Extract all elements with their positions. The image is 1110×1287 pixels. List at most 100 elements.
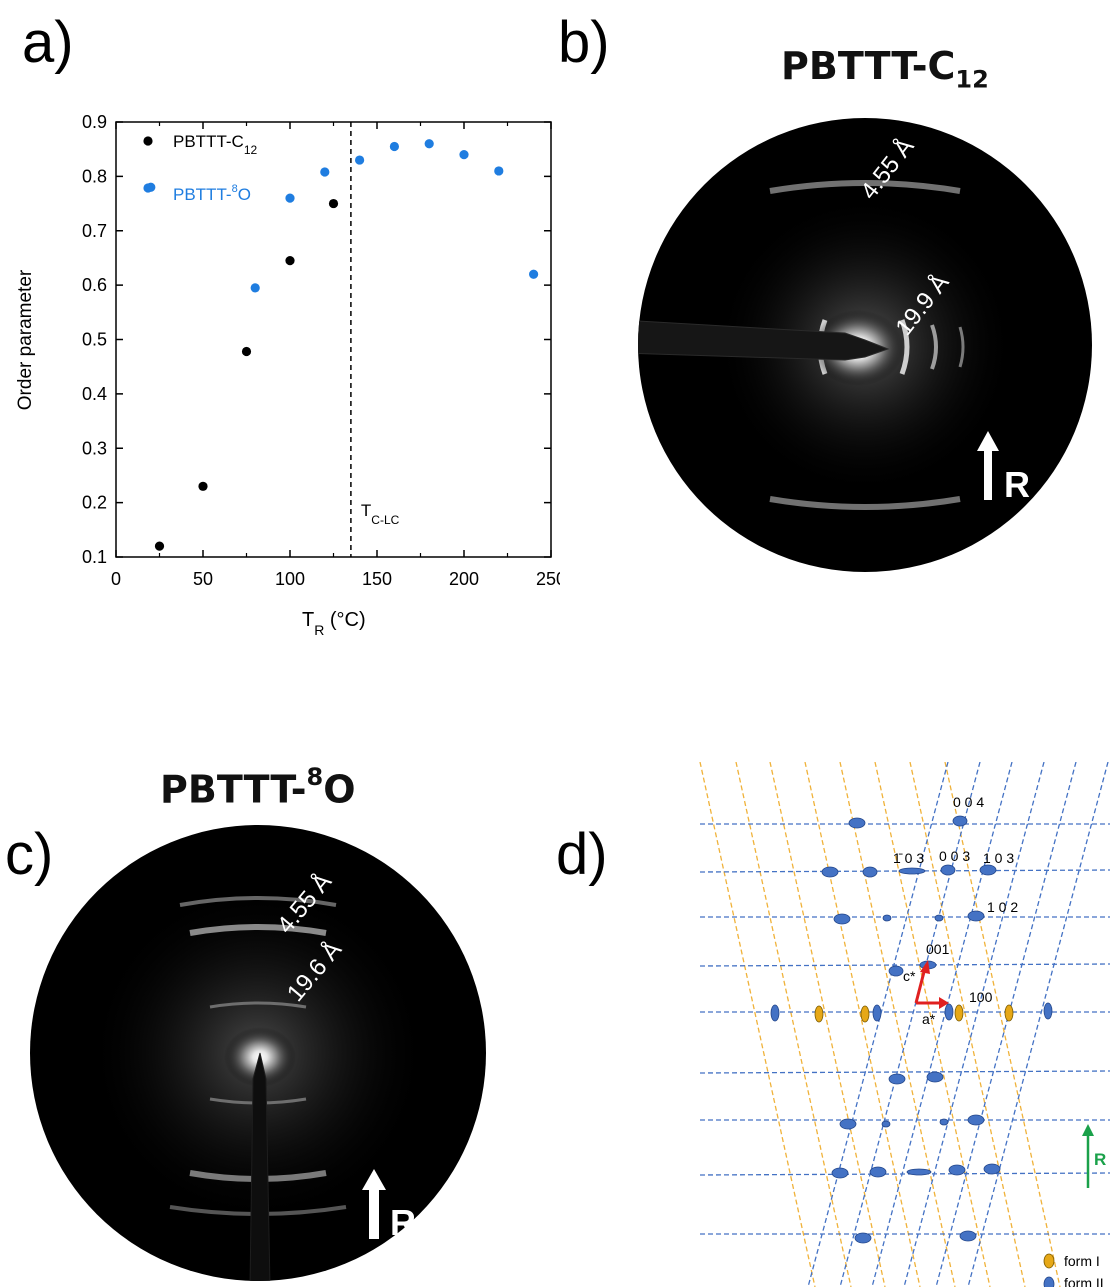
x-tick-label: 250 — [536, 569, 560, 589]
panel-a-letter: a) — [22, 10, 74, 75]
legend-label-c12: PBTTT-C12 — [173, 132, 258, 157]
data-point-8o — [355, 155, 365, 165]
x-tick-label: 200 — [449, 569, 479, 589]
data-point-c12 — [285, 256, 295, 266]
label-100: 100 — [969, 989, 993, 1005]
reflection-spots — [770, 815, 1053, 1244]
order-parameter-chart: 0 50 100 150 200 250 0.1 0.2 0.3 0.4 0.5 0.6 0.7 0.8… — [15, 112, 560, 638]
beamstop-c — [249, 1052, 271, 1281]
data-point-8o — [320, 167, 330, 177]
diffraction-pattern-8o: 4.55 Å 19.6 Å R — [30, 825, 486, 1281]
legend-marker-c12 — [143, 136, 153, 146]
form-II-spot — [854, 1232, 872, 1244]
label-m103: 1̄ 0 3 — [893, 850, 924, 866]
form-I-spot — [814, 1005, 824, 1023]
form-II-spot — [831, 1167, 849, 1179]
form-II-spot — [906, 1168, 932, 1176]
form-II-spot — [934, 914, 944, 922]
y-axis-label: Order parameter — [15, 269, 36, 410]
form-II-line — [871, 762, 1013, 1287]
form-I-line — [769, 762, 886, 1287]
panel-b-letter: b) — [558, 10, 610, 75]
label-103: 1 0 3 — [983, 850, 1014, 866]
x-tick-label: 100 — [275, 569, 305, 589]
form-II-spot — [848, 817, 866, 829]
form-II-spot — [983, 1163, 1001, 1175]
label-102: 1 0 2 — [987, 899, 1018, 915]
data-point-8o — [529, 269, 539, 279]
x-axis-ticks: 0 50 100 150 200 250 — [111, 122, 560, 589]
form-I-lattice-lines — [699, 762, 1061, 1287]
form-II-spot — [926, 1071, 944, 1083]
svg-text:R: R — [1004, 464, 1030, 505]
legend-label-form-II: form II — [1064, 1275, 1104, 1287]
reflection-arc-right-2 — [930, 324, 938, 370]
form-II-spot — [967, 1114, 985, 1126]
form-II-spot — [939, 1118, 949, 1126]
form-II-spot — [898, 867, 926, 875]
svg-text:R: R — [1094, 1150, 1106, 1169]
form-I-line — [909, 762, 1026, 1287]
data-point-8o — [389, 141, 399, 152]
y-axis-ticks: 0.1 0.2 0.3 0.4 0.5 0.6 0.7 0.8 0.9 — [82, 112, 551, 567]
form-II-spot — [821, 866, 839, 878]
form-I-line — [874, 762, 991, 1287]
svg-text:R: R — [390, 1202, 416, 1243]
form-I-line — [839, 762, 956, 1287]
label-003: 0 0 3 — [939, 848, 970, 864]
form-II-spot — [882, 914, 892, 922]
x-tick-label: 50 — [193, 569, 213, 589]
form-I-spot — [860, 1005, 870, 1023]
panel-b-title: PBTTT-C12 — [781, 44, 989, 94]
form-II-spot — [940, 864, 956, 876]
data-point-8o — [424, 139, 434, 149]
y-tick-label: 0.7 — [82, 221, 107, 241]
data-point-c12 — [154, 541, 165, 551]
data-point-c12 — [241, 346, 252, 357]
panel-c-title: PBTTT-8O — [160, 763, 356, 812]
y-tick-label: 0.3 — [82, 438, 107, 458]
y-tick-label: 0.6 — [82, 275, 107, 295]
legend-marker-form-II — [1043, 1276, 1055, 1287]
layer-lines — [699, 823, 1110, 1235]
form-II-spot — [872, 1004, 882, 1022]
form-II-spot — [881, 1120, 891, 1128]
y-tick-label: 0.4 — [82, 384, 107, 404]
label-c-star: c* — [903, 968, 916, 984]
form-I-spot — [954, 1004, 964, 1022]
form-II-spot — [770, 1004, 780, 1022]
reciprocal-vectors — [914, 960, 949, 1009]
form-II-spot — [944, 1003, 954, 1021]
form-II-spot — [1043, 1002, 1053, 1020]
reflection-arc-top-c — [189, 924, 327, 936]
data-point-c12 — [328, 198, 339, 209]
reflection-arc-right-3 — [958, 326, 965, 368]
x-axis-label: TR (°C) — [302, 609, 366, 638]
form-I-line — [804, 762, 921, 1287]
data-point-c12 — [198, 481, 208, 491]
layer-line — [699, 963, 1110, 967]
legend-label-form-I: form I — [1064, 1253, 1100, 1269]
form-I-line — [944, 762, 1061, 1287]
data-points — [146, 139, 539, 551]
rubbing-direction-arrow-c: R — [362, 1169, 416, 1243]
reciprocal-lattice-diagram: c* a* 0 0 4 1̄ 0 3 0 0 3 1 0 3 1 0 2 001… — [699, 762, 1110, 1287]
reflection-arc-mid-top-c — [209, 1001, 307, 1009]
y-tick-label: 0.2 — [82, 493, 107, 513]
legend-label-8o: PBTTT-8O — [173, 183, 251, 204]
form-II-spot — [888, 1073, 906, 1085]
form-II-spot — [869, 1166, 887, 1178]
form-II-line — [839, 762, 981, 1287]
data-point-8o — [494, 166, 504, 176]
x-tick-label: 150 — [362, 569, 392, 589]
form-II-spot — [888, 965, 904, 977]
y-tick-label: 0.1 — [82, 547, 107, 567]
rubbing-direction-arrow-d: R — [1082, 1124, 1106, 1188]
reflection-arc-bottom — [769, 496, 961, 510]
diffraction-pattern-c12: 4.55 Å 19.9 Å R — [638, 118, 1092, 572]
reflection-arc-right-1 — [899, 319, 910, 375]
form-II-spot — [959, 1230, 977, 1242]
form-II-spot — [839, 1118, 857, 1130]
label-a-star: a* — [922, 1011, 936, 1027]
layer-line — [699, 1172, 1110, 1176]
